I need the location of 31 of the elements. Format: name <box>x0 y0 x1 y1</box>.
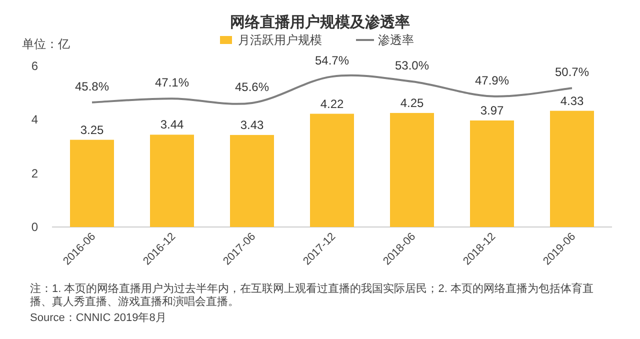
source-note: Source：CNNIC 2019年8月 <box>30 312 168 325</box>
text: 注：1. 本页的网络直播用户为过去半年内，在互联网上观看过直播的我国实际居民；2. 本页的网络直播为包括体育直播、真人秀直播、游戏直播和演唱会直播。 <box>30 283 594 309</box>
data-label: 3.44 <box>160 118 184 132</box>
data-label: 47.9% <box>474 73 510 88</box>
y-tick-label: 0 <box>31 220 38 234</box>
bar <box>390 112 434 227</box>
bar <box>70 140 114 227</box>
y-tick-label: 6 <box>31 59 38 73</box>
bar <box>470 120 514 227</box>
data-label: 50.7% <box>554 65 590 80</box>
data-label: 53.0% <box>394 58 430 72</box>
bar <box>550 110 594 227</box>
data-label: 47.1% <box>154 76 190 90</box>
data-label: 4.25 <box>400 96 424 110</box>
bar <box>230 134 274 227</box>
data-label: 45.6% <box>234 80 270 94</box>
bar <box>310 114 354 227</box>
y-tick-label: 4 <box>31 112 38 127</box>
data-label: 3.43 <box>240 118 264 132</box>
data-label: 45.8% <box>74 79 110 94</box>
chart-title: 网络直播用户规模及渗透率 <box>230 13 410 31</box>
data-label: 54.7% <box>314 54 350 68</box>
bar <box>150 134 194 227</box>
data-label: 3.97 <box>480 103 504 118</box>
data-label: 4.33 <box>560 94 584 108</box>
y-axis-title: 单位：亿 <box>22 37 70 51</box>
data-label: 3.25 <box>80 122 104 137</box>
y-tick-label: 2 <box>31 166 38 180</box>
legend-label: 月活跃用户规模 <box>238 33 322 47</box>
legend-label: 渗透率 <box>378 33 414 47</box>
data-label: 4.22 <box>320 96 344 111</box>
